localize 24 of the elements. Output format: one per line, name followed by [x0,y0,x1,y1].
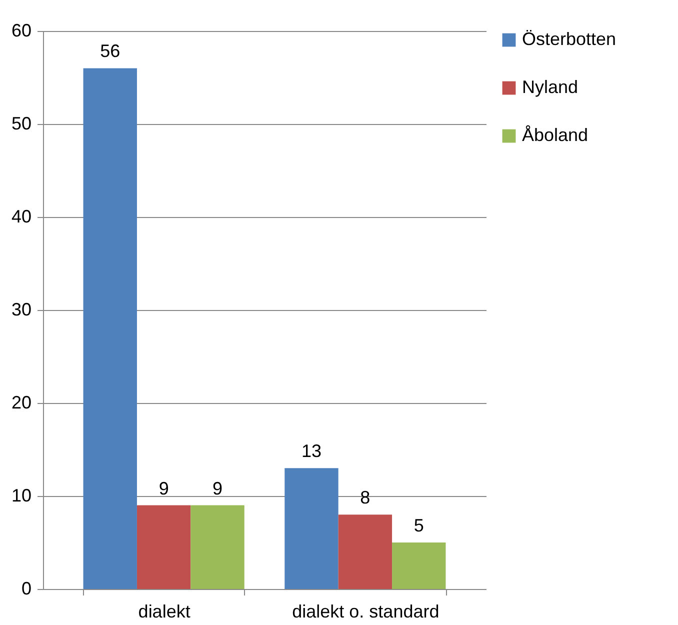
data-label: 13 [301,441,322,462]
y-tick-label: 0 [21,578,32,598]
x-tick-label: dialekt [138,602,190,622]
legend-label: Nyland [522,77,578,97]
data-label: 9 [158,478,169,498]
legend-label: Åboland [522,125,588,145]
y-tick-label: 30 [11,300,32,320]
data-label: 56 [100,41,120,62]
data-label: 8 [360,488,370,508]
y-tick-label: 40 [11,206,32,226]
legend-label: Österbotten [522,29,616,49]
bar [392,542,446,589]
x-tick-label: dialekt o. standard [292,602,440,622]
y-tick-label: 10 [11,486,32,506]
y-tick-label: 60 [11,20,32,40]
data-label: 9 [212,478,223,498]
bar [284,468,338,589]
bar [338,514,392,589]
y-tick-label: 20 [11,392,32,412]
bar [83,68,137,589]
data-label: 5 [414,516,424,536]
y-tick-label: 50 [11,114,32,134]
bar [136,505,191,589]
bar [190,505,244,589]
